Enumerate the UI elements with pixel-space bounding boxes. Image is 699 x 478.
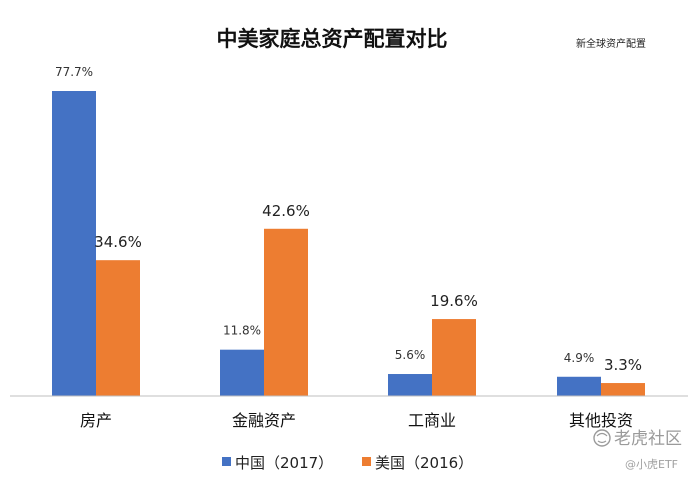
legend-swatch-usa xyxy=(362,457,371,466)
legend: 中国（2017） 美国（2016） xyxy=(222,454,473,472)
watermark-account: @小虎ETF xyxy=(625,458,678,471)
legend-label-usa: 美国（2016） xyxy=(375,454,473,472)
watermark: 老虎社区 @小虎ETF xyxy=(593,429,682,471)
category-label: 金融资产 xyxy=(232,411,296,430)
bar-china xyxy=(220,349,264,396)
legend-swatch-china xyxy=(222,457,231,466)
bar-usa xyxy=(264,228,308,396)
bar-usa xyxy=(601,383,645,396)
watermark-brand: 老虎社区 xyxy=(614,429,682,449)
bar-china xyxy=(388,374,432,396)
data-labels-group: 77.7% 34.6% 11.8% 42.6% 5.6% 19.6% 4.9% 3.3% xyxy=(55,65,642,374)
category-label: 其他投资 xyxy=(569,411,633,430)
data-label-china: 4.9% xyxy=(564,351,595,365)
bar-china xyxy=(557,376,601,396)
bar-china xyxy=(52,91,96,396)
data-label-usa: 3.3% xyxy=(604,356,642,374)
bars-group xyxy=(52,91,645,396)
data-label-china: 11.8% xyxy=(223,324,261,338)
category-label: 房产 xyxy=(80,411,112,430)
source-note: 新全球资产配置 xyxy=(576,37,646,50)
data-label-china: 5.6% xyxy=(395,348,426,362)
data-label-usa: 42.6% xyxy=(262,202,310,220)
bar-usa xyxy=(96,260,140,396)
category-label: 工商业 xyxy=(408,411,456,430)
data-label-usa: 19.6% xyxy=(430,292,478,310)
bar-usa xyxy=(432,319,476,396)
data-label-usa: 34.6% xyxy=(94,233,142,251)
tiger-logo-icon xyxy=(593,429,611,447)
data-label-china: 77.7% xyxy=(55,65,93,79)
category-labels-group: 房产 金融资产 工商业 其他投资 xyxy=(80,411,633,430)
legend-label-china: 中国（2017） xyxy=(235,454,333,472)
chart-title: 中美家庭总资产配置对比 xyxy=(217,27,448,51)
